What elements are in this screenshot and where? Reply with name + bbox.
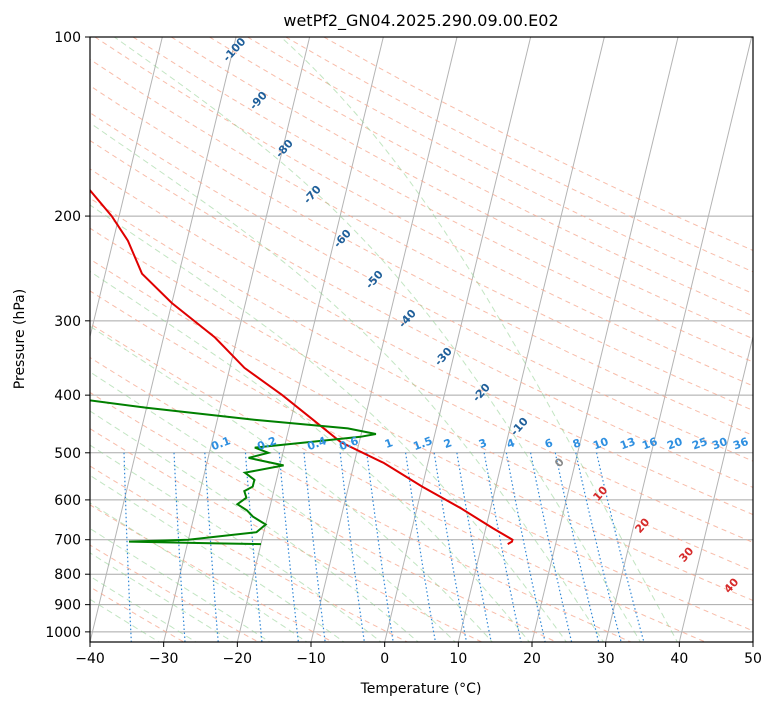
moist-adiabat bbox=[90, 474, 345, 642]
mixing-ratio-label: 6 bbox=[543, 436, 555, 451]
mixing-ratio-label: 20 bbox=[665, 435, 684, 453]
y-tick-label: 700 bbox=[54, 533, 81, 549]
moist-adiabat bbox=[90, 575, 197, 642]
moist-adiabat bbox=[90, 270, 531, 642]
mixing-ratio-line bbox=[505, 452, 546, 642]
dry-adiabat bbox=[90, 391, 558, 642]
mixing-ratio-line bbox=[596, 452, 645, 642]
y-tick-label: 400 bbox=[54, 388, 81, 404]
y-tick-label: 800 bbox=[54, 567, 81, 583]
x-tick-label: 20 bbox=[523, 651, 541, 667]
isotherm bbox=[163, 37, 311, 642]
x-tick-label: 50 bbox=[744, 651, 762, 667]
moist-adiabat bbox=[90, 410, 419, 642]
mixing-ratio-label: 0.6 bbox=[337, 434, 360, 453]
y-tick-label: 1000 bbox=[45, 625, 81, 641]
x-axis-label: Temperature (°C) bbox=[360, 681, 482, 697]
background-grid bbox=[90, 37, 753, 642]
mixing-ratio-line bbox=[554, 452, 600, 642]
mixing-ratio-line bbox=[575, 452, 622, 642]
dry-adiabat bbox=[170, 37, 753, 340]
mixing-ratio-label: 25 bbox=[690, 435, 709, 452]
moist-adiabat bbox=[90, 122, 605, 642]
x-tick-label: −30 bbox=[149, 651, 179, 667]
y-tick-label: 600 bbox=[54, 493, 81, 509]
x-tick-label: 10 bbox=[449, 651, 467, 667]
mixing-ratio-line bbox=[278, 452, 300, 642]
dry-adiabat bbox=[132, 37, 753, 363]
mixing-ratio-line bbox=[244, 452, 263, 642]
dry-adiabat bbox=[90, 197, 753, 543]
temperature-line bbox=[90, 188, 514, 545]
mixing-ratio-label: 1.5 bbox=[411, 434, 434, 453]
mixing-ratio-label: 16 bbox=[640, 435, 659, 453]
mixing-ratio-line bbox=[339, 452, 366, 642]
mixing-ratio-label: 8 bbox=[571, 436, 583, 451]
moist-adiabat bbox=[114, 37, 642, 642]
axis-ticks: −40 −30 −20 −10 0 10 20 30 40 5010020030040050060… bbox=[45, 30, 762, 667]
mixing-ratio-label: 10 bbox=[591, 435, 610, 453]
isotherm bbox=[678, 334, 753, 642]
mixing-ratio-line bbox=[173, 452, 186, 642]
dry-adiabat bbox=[90, 356, 633, 642]
dry-adiabat bbox=[90, 428, 483, 642]
mixing-ratio-label: 30 bbox=[710, 435, 729, 453]
dry-adiabat bbox=[94, 37, 753, 387]
moist-adiabat bbox=[90, 204, 568, 642]
isotherm bbox=[90, 37, 237, 642]
mixing-ratio-label: 36 bbox=[731, 435, 750, 453]
y-tick-label: 100 bbox=[54, 30, 81, 46]
x-tick-label: −20 bbox=[223, 651, 253, 667]
y-tick-label: 500 bbox=[54, 446, 81, 462]
moist-adiabat bbox=[90, 371, 456, 642]
dry-adiabat bbox=[90, 58, 753, 411]
x-tick-label: −40 bbox=[75, 651, 105, 667]
mixing-ratio-line bbox=[303, 452, 326, 642]
mixing-ratio-line bbox=[204, 452, 219, 642]
dewpoint-line bbox=[90, 399, 377, 546]
y-axis-label: Pressure (hPa) bbox=[12, 289, 28, 389]
isotherm bbox=[605, 37, 753, 642]
x-tick-label: 40 bbox=[670, 651, 688, 667]
y-tick-label: 300 bbox=[54, 314, 81, 330]
plot-frame bbox=[89, 36, 754, 643]
moist-adiabat bbox=[280, 37, 678, 642]
y-tick-label: 900 bbox=[54, 598, 81, 614]
mixing-ratio-label: 1 bbox=[383, 436, 395, 451]
x-tick-label: −10 bbox=[296, 651, 326, 667]
x-tick-label: 30 bbox=[597, 651, 615, 667]
moist-adiabat bbox=[90, 598, 161, 642]
mixing-ratio-label: 0.1 bbox=[209, 434, 232, 453]
mixing-ratio-label: 0.2 bbox=[255, 434, 278, 453]
isotherm bbox=[457, 37, 605, 642]
isotherm bbox=[384, 37, 532, 642]
mixing-ratio-label: 2 bbox=[442, 436, 454, 451]
isotherm bbox=[90, 37, 163, 339]
mixing-ratio-line bbox=[123, 452, 132, 642]
dry-adiabat bbox=[90, 168, 753, 516]
mixing-ratio-line bbox=[483, 452, 522, 642]
mixing-ratio-label: 13 bbox=[618, 435, 637, 452]
mixing-ratio-label: 0.4 bbox=[305, 434, 328, 453]
dry-adiabat bbox=[90, 258, 753, 602]
isotherm bbox=[310, 37, 458, 642]
dry-adiabat bbox=[90, 227, 753, 572]
mixing-ratio-label: 3 bbox=[477, 436, 489, 451]
mixing-ratio-label: 4 bbox=[505, 436, 517, 451]
mixing-ratio-line bbox=[456, 452, 492, 642]
moist-adiabat bbox=[90, 444, 382, 642]
x-tick-label: 0 bbox=[380, 651, 389, 667]
isotherm bbox=[531, 37, 679, 642]
mixing-ratio-line bbox=[530, 452, 573, 642]
chart-title: wetPf2_GN04.2025.290.09.00.E02 bbox=[283, 11, 558, 31]
profile-lines bbox=[90, 188, 514, 546]
y-tick-label: 200 bbox=[54, 209, 81, 225]
isotherm bbox=[236, 37, 384, 642]
